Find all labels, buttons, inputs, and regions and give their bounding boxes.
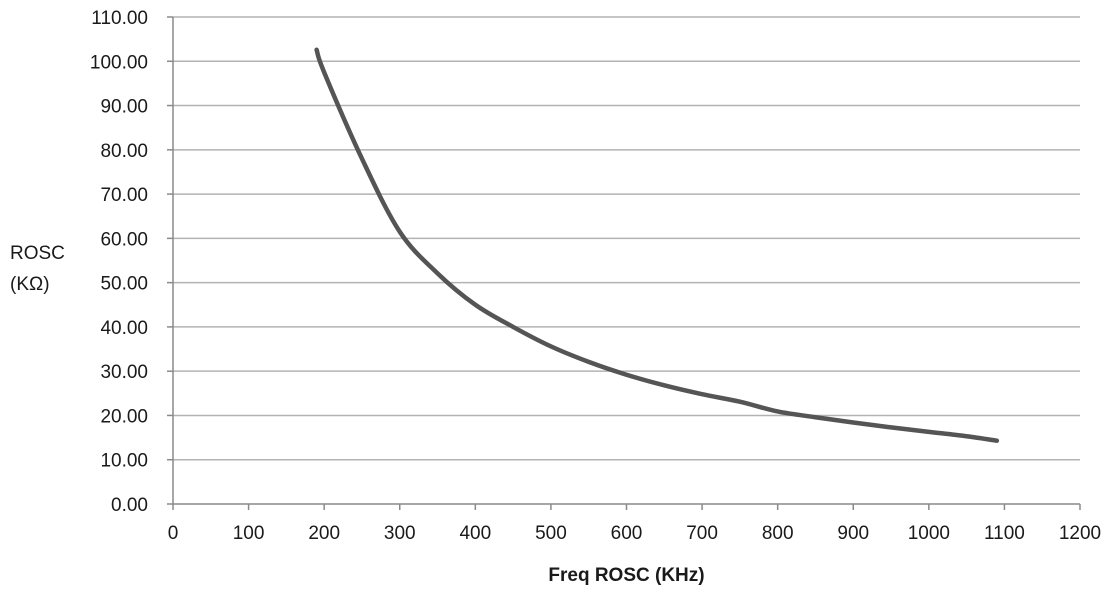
- x-tick-label: 300: [384, 523, 416, 544]
- y-tick-label: 70.00: [100, 185, 148, 206]
- x-tick-label: 1200: [1059, 523, 1101, 544]
- x-tick-label: 0: [168, 523, 179, 544]
- x-tick-label: 1100: [984, 523, 1025, 544]
- x-tick-label: 400: [459, 523, 491, 544]
- y-tick-label: 80.00: [100, 141, 148, 162]
- data-series: [314, 47, 1000, 443]
- grid-lines: [173, 16, 1080, 461]
- tick-labels: 0.00 10.00 20.00 30.00 40.00 50.00 60.00 70.00 8…: [90, 8, 1101, 544]
- y-tick-label: 40.00: [100, 318, 148, 339]
- axis-titles: ROSC (KΩ) Freq ROSC (KHz): [10, 243, 705, 586]
- x-tick-label: 1000: [908, 523, 950, 544]
- x-tick-label: 900: [837, 523, 869, 544]
- y-tick-label: 60.00: [100, 229, 148, 250]
- y-tick-label: 30.00: [100, 362, 148, 383]
- x-axis-title: Freq ROSC (KHz): [548, 565, 704, 586]
- y-tick-label: 0.00: [111, 495, 148, 516]
- rosc-vs-frequency-curve: [314, 47, 1000, 443]
- y-axis-title-line-2: (KΩ): [10, 274, 50, 295]
- y-tick-label: 110.00: [91, 8, 148, 29]
- y-tick-label: 10.00: [100, 451, 148, 472]
- x-tick-label: 600: [611, 523, 643, 544]
- y-tick-label: 20.00: [100, 406, 148, 427]
- x-tick-label: 500: [535, 523, 567, 544]
- x-tick-label: 800: [762, 523, 794, 544]
- y-tick-label: 50.00: [100, 274, 148, 295]
- y-tick-label: 100.00: [90, 52, 148, 73]
- y-tick-label: 90.00: [100, 97, 148, 118]
- x-tick-label: 700: [686, 523, 718, 544]
- x-tick-label: 200: [308, 523, 340, 544]
- y-axis-title-line-1: ROSC: [10, 243, 65, 264]
- x-tick-label: 100: [233, 523, 265, 544]
- axes: [167, 16, 1081, 510]
